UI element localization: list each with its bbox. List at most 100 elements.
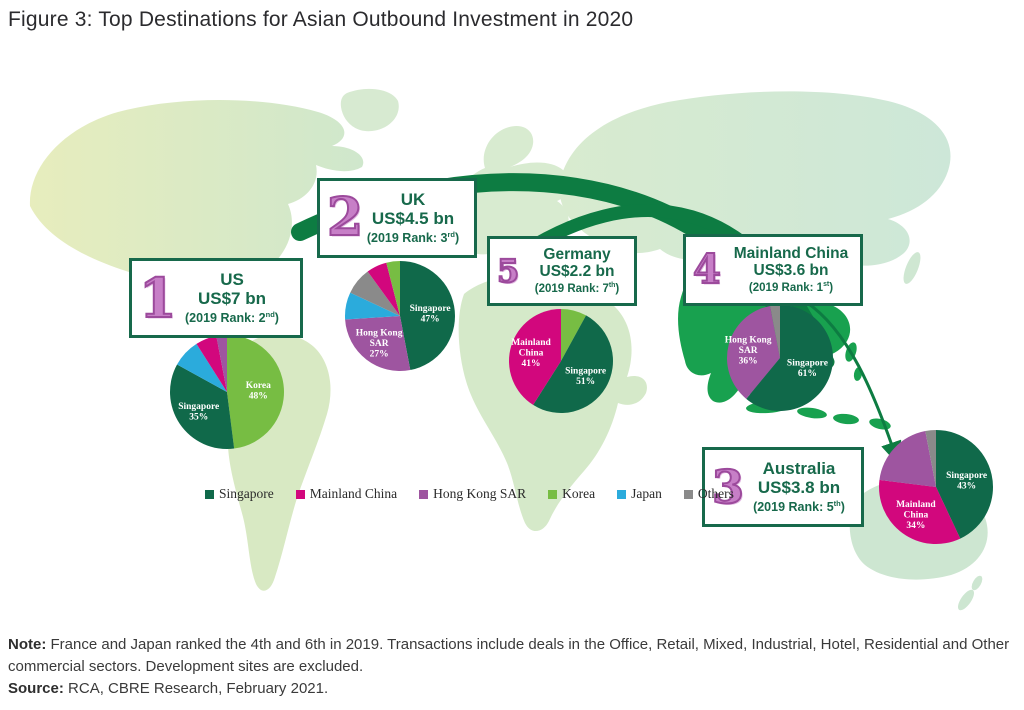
legend-label-japan: Japan [631,486,662,501]
country-name-australia: Australia [762,458,836,478]
prev-rank-uk: (2019 Rank: 3rd) [360,230,466,247]
pie-mainland-china: Singapore 61% Hong Kong SAR 36% [725,305,834,412]
prev-rank-us-ordinal: nd [265,309,275,319]
legend-label-korea: Korea [562,486,596,501]
amount-australia: US$3.8 bn [757,478,841,498]
prev-rank-mainland-china-text: (2019 Rank: 1 [748,282,824,295]
pie-us-slice-japan [177,343,227,392]
pie-mainland-china-label-singapore: Singapore 61% [787,359,828,380]
prev-rank-germany-text: (2019 Rank: 7 [534,283,609,296]
pie-australia-label-singapore: Singapore 43% [946,471,987,492]
pie-us-label-korea: Korea 48% [246,381,271,402]
country-name-mainland-china: Mainland China [733,244,849,262]
prev-rank-mainland-china-ordinal: st [823,281,830,289]
pie-uk-slice-japan [344,292,400,320]
legend-swatch-others [683,489,693,499]
callout-uk: 2 UK US$4.5 bn (2019 Rank: 3rd) [317,178,477,258]
prev-rank-us-text: (2019 Rank: 2 [185,310,266,325]
legend-item-hong-kong-sar: Hong Kong SAR [419,486,526,502]
pie-us-slice-singapore [170,364,235,449]
pie-germany-label-singapore: Singapore 51% [565,366,606,387]
prev-rank-australia: (2019 Rank: 5th) [745,499,853,516]
pie-uk-slice-mainland-china [367,262,400,316]
pie-australia-slice-hong-kong-sar [879,431,936,487]
region-greenland [340,88,399,132]
callout-mainland-china: 4 Mainland China US$3.6 bn (2019 Rank: 1… [683,234,863,306]
country-name-uk: UK [400,189,426,209]
prev-rank-mainland-china: (2019 Rank: 1st) [730,281,852,295]
pie-uk-slice-korea [386,261,400,316]
pie-us-slice-hong-kong-sar [216,335,227,392]
rank-numeral-us: 1 [138,266,178,330]
legend-item-singapore: Singapore [205,486,274,502]
note-label: Note: [8,636,47,653]
note-line: Note: France and Japan ranked the 4th an… [8,634,1016,678]
country-name-germany: Germany [543,245,611,263]
pie-mainland-china-slice-hong-kong-sar [727,305,780,399]
source-line: Source: RCA, CBRE Research, February 202… [8,678,1016,700]
source-text: RCA, CBRE Research, February 2021. [68,679,329,697]
prev-rank-germany-close: ) [615,283,620,296]
legend-swatch-hong-kong-sar [419,489,429,499]
pie-australia-slice-others [925,430,936,487]
pie-uk-slice-singapore [400,261,455,371]
legend-label-others: Others [697,486,734,501]
legend-label-hong-kong-sar: Hong Kong SAR [433,486,527,501]
continents [29,88,988,611]
legend-label-singapore: Singapore [219,486,274,501]
flow-arrow-to-australia [805,300,902,466]
region-japan [903,252,921,284]
continent-north-america [29,100,364,329]
country-name-us: US [220,269,244,289]
pie-us-slice-mainland-china [196,336,227,392]
continent-north-asia [559,91,951,267]
pie-us-slice-korea [227,335,284,449]
pie-mainland-china-label-hong-kong-sar: Hong Kong SAR 36% [725,335,772,366]
legend-label-mainland-china: Mainland China [309,486,398,501]
rank-numeral-mainland-china: 4 [692,246,722,293]
rank-numeral-germany: 5 [496,252,520,290]
pie-germany-slice-korea [561,309,587,361]
figure-title: Figure 3: Top Destinations for Asian Out… [8,8,634,31]
prev-rank-mainland-china-close: ) [829,282,834,295]
pie-charts-layer: Korea 48% Singapore 35% Singapore 47% Hong Kon… [170,261,993,544]
pie-uk: Singapore 47% Hong Kong SAR 27% [344,261,455,371]
legend-item-mainland-china: Mainland China [295,486,398,502]
pie-uk-slice-others [350,271,400,316]
prev-rank-germany: (2019 Rank: 7th) [528,282,626,296]
legend-swatch-japan [617,489,627,499]
source-label: Source: [8,679,64,697]
prev-rank-australia-text: (2019 Rank: 5 [753,499,834,514]
legend-item-others: Others [683,486,734,502]
footnotes: Note: France and Japan ranked the 4th an… [8,634,1016,699]
pie-australia-slice-singapore [936,430,993,539]
legend-item-japan: Japan [617,486,662,502]
pie-germany: Singapore 51% Mainland China 41% [509,309,613,413]
pie-uk-label-hong-kong-sar: Hong Kong SAR 27% [356,328,403,359]
amount-us: US$7 bn [197,289,267,309]
callout-germany: 5 Germany US$2.2 bn (2019 Rank: 7th) [487,236,637,306]
prev-rank-uk-ordinal: rd [447,229,455,239]
prev-rank-uk-text: (2019 Rank: 3 [366,230,448,245]
pie-germany-label-mainland-china: Mainland China 41% [511,338,551,369]
pie-australia-slice-mainland-china [879,479,961,544]
pie-uk-slice-hong-kong-sar [345,316,411,371]
prev-rank-us: (2019 Rank: 2nd) [172,310,292,327]
rank-numeral-australia: 3 [711,460,745,514]
prev-rank-uk-close: ) [454,230,460,245]
amount-mainland-china: US$3.6 bn [753,262,829,280]
region-new-zealand [957,575,983,611]
prev-rank-australia-ordinal: th [833,498,841,508]
amount-uk: US$4.5 bn [371,209,455,229]
prev-rank-germany-ordinal: th [608,282,616,290]
pie-us-label-singapore: Singapore 35% [178,402,219,423]
pie-germany-slice-singapore [533,315,613,413]
pie-mainland-china-slice-others [770,305,780,358]
callout-us: 1 US US$7 bn (2019 Rank: 2nd) [129,258,303,338]
note-text: France and Japan ranked the 4th and 6th … [8,636,1010,675]
callout-australia: 3 Australia US$3.8 bn (2019 Rank: 5th) [702,447,864,527]
rank-numeral-uk: 2 [326,187,364,248]
pie-us: Korea 48% Singapore 35% [170,335,284,449]
legend-swatch-mainland-china [295,489,305,499]
